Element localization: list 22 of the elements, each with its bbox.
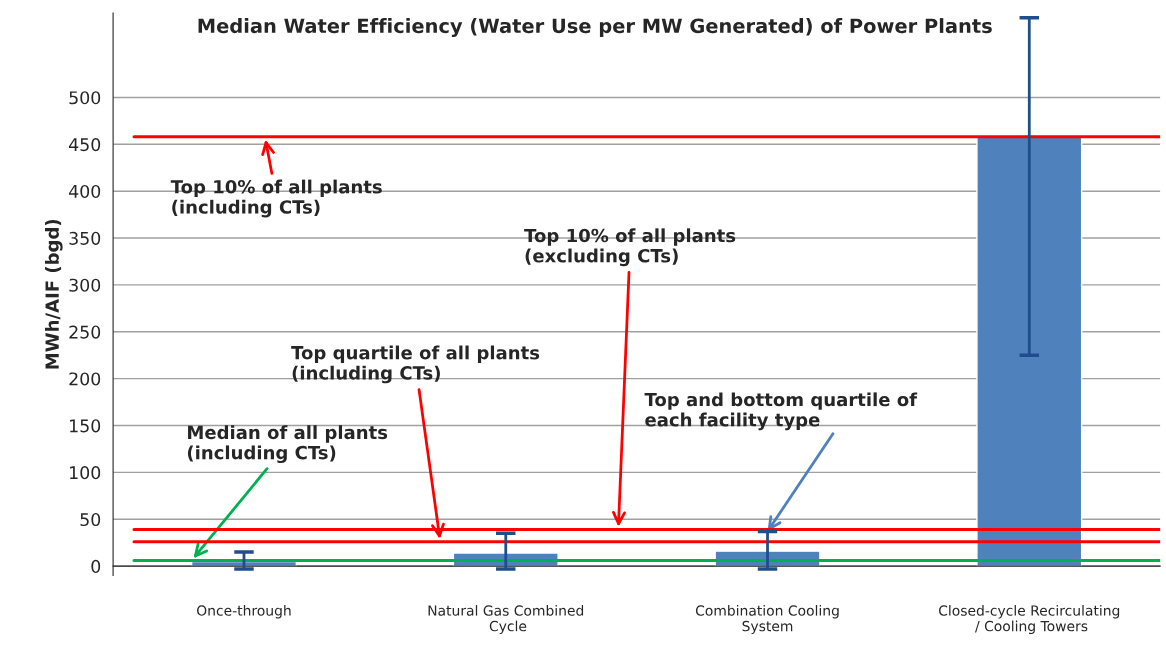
ref-line-label: Median of all plants (including CTs) [187, 425, 388, 464]
y-tick-label: 400 [69, 184, 101, 199]
x-tick-label: Combination Cooling System [695, 605, 839, 635]
chart-title: Median Water Efficiency (Water Use per MW Generated) of Power Plants [198, 18, 992, 38]
y-tick-label: 250 [69, 325, 101, 339]
x-tick-label: Natural Gas Combined Cycle [428, 605, 584, 635]
legend-label: Top 10% of all plants (including CTs) [170, 179, 382, 218]
y-tick-label: 50 [80, 512, 101, 527]
x-tick-label: Once-through [197, 605, 291, 619]
ref-line-label: Top 10% of all plants (excluding CTs) [524, 228, 736, 267]
y-tick-label: 200 [69, 372, 101, 386]
y-tick-label: 100 [70, 466, 101, 480]
ref-line-label: Top quartile of all plants (including CTs) [291, 345, 540, 384]
y-tick-label: 0 [91, 559, 101, 573]
y-tick-label: 350 [69, 231, 101, 245]
x-tick-label: Closed-cycle Recirculating / Cooling Towers [938, 605, 1120, 635]
y-tick-label: 150 [70, 419, 101, 433]
y-axis-title: MWh/AIF (bgd) [44, 219, 63, 369]
y-tick-label: 500 [69, 91, 101, 105]
annotation: Top and bottom quartile of each facility type [644, 392, 918, 431]
y-tick-label: 300 [69, 278, 101, 292]
y-tick-label: 450 [69, 138, 101, 152]
